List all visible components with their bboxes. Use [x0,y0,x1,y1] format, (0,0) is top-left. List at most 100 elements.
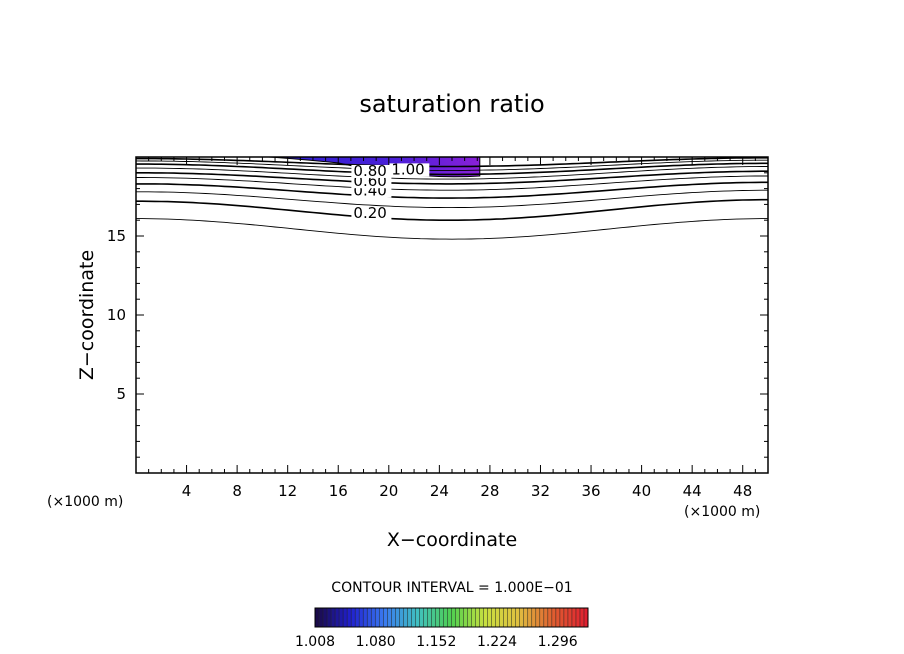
colorbar-cell [355,608,360,627]
contour-label: 0.80 [353,162,386,180]
colorbar-cell [423,608,428,627]
colorbar-tick-label: 1.224 [477,634,517,650]
colorbar-cell [367,608,372,627]
x-tick-label: 40 [632,482,651,500]
colorbar-cell [439,608,444,627]
colorbar [314,607,589,628]
colorbar-cell [511,608,517,627]
contour-line [136,198,768,221]
colorbar-cell [411,608,416,627]
contour-label-bg [351,164,392,178]
colorbar-cell [455,608,460,627]
colorbar-cell [415,608,420,627]
contour-label: 1.00 [391,160,424,178]
colorbar-cell [479,608,484,627]
colorbar-cell [351,608,356,627]
colorbar-cell [567,608,573,627]
colorbar-cell [407,608,412,627]
colorbar-cell [447,608,452,627]
colorbar-cell [443,608,448,627]
colorbar-cell [399,608,404,627]
colorbar-labels: 1.008 1.080 1.152 1.224 1.296 [295,634,578,650]
x-tick-label: 44 [683,482,702,500]
x-tick-label: 8 [232,482,242,500]
contour-lines [135,157,768,240]
colorbar-cell [579,608,585,627]
colorbar-cell [435,608,440,627]
colorbar-cell [475,608,480,627]
colorbar-cell [431,608,436,627]
colorbar-cell [387,608,392,627]
y-axis-label: Z−coordinate [76,250,98,380]
colorbar-cell [463,608,468,627]
colorbar-cell [543,608,549,627]
colorbar-cell [551,608,557,627]
colorbar-cell [371,608,376,627]
colorbar-cell [323,608,328,627]
x-tick-label: 16 [329,482,348,500]
colorbar-cell [483,608,488,627]
colorbar-cell [319,608,324,627]
x-tick-label: 36 [581,482,600,500]
x-tick-label: 24 [430,482,449,500]
x-axis: 4 8 12 16 20 24 28 32 36 40 44 48 [148,157,756,500]
colorbar-cell [523,608,529,627]
y-axis: 5 10 15 [107,172,768,458]
colorbar-cell [427,608,432,627]
colorbar-cell [335,608,340,627]
contour-line [136,166,768,180]
colorbar-cell [559,608,565,627]
x-tick-label: 28 [480,482,499,500]
colorbar-cell [583,608,589,627]
colorbar-cell [359,608,364,627]
colorbar-cell [331,608,336,627]
colorbar-cell [527,608,533,627]
colorbar-cell [383,608,388,627]
colorbar-cell [519,608,525,627]
colorbar-cell [451,608,456,627]
colorbar-cell [539,608,545,627]
colorbar-cell [459,608,464,627]
colorbar-cell [515,608,521,627]
x-axis-label: X−coordinate [387,529,517,551]
contour-line [136,157,768,168]
colorbar-cell [339,608,344,627]
colorbar-cell [379,608,384,627]
colorbar-cell [343,608,348,627]
contour-line [136,189,768,209]
colorbar-cell [547,608,553,627]
contour-line [135,159,768,171]
colorbar-tick-label: 1.296 [538,634,578,650]
colorbar-cell [467,608,472,627]
colorbar-cell [347,608,352,627]
colorbar-cell [535,608,541,627]
colorbar-cell [495,608,500,627]
colorbar-frame [314,607,589,628]
x-tick-label: 4 [182,482,192,500]
colorbar-cell [503,608,508,627]
contour-labels: 0.200.400.600.80 1.00 [351,160,430,222]
colorbar-cell [363,608,368,627]
colorbar-cell [575,608,581,627]
colorbar-cell [403,608,408,627]
x-tick-label: 12 [278,482,297,500]
y-tick-label: 5 [116,385,126,403]
contour-label-bg [351,206,392,220]
colorbar-cell [315,608,320,627]
y-tick-label: 10 [107,306,126,324]
contour-label: 0.20 [353,204,386,222]
x-tick-label: 32 [531,482,550,500]
colorbar-cell [571,608,577,627]
colorbar-cell [507,608,513,627]
colorbar-tick-label: 1.008 [295,634,335,650]
contour-line [136,175,768,191]
contour-line [136,170,768,185]
colorbar-cell [391,608,396,627]
colorbar-cell [419,608,424,627]
colorbar-tick-label: 1.152 [416,634,456,650]
colorbar-cell [327,608,332,627]
contour-line [136,218,768,240]
contour-label-bg [351,175,392,189]
colorbar-cell [395,608,400,627]
